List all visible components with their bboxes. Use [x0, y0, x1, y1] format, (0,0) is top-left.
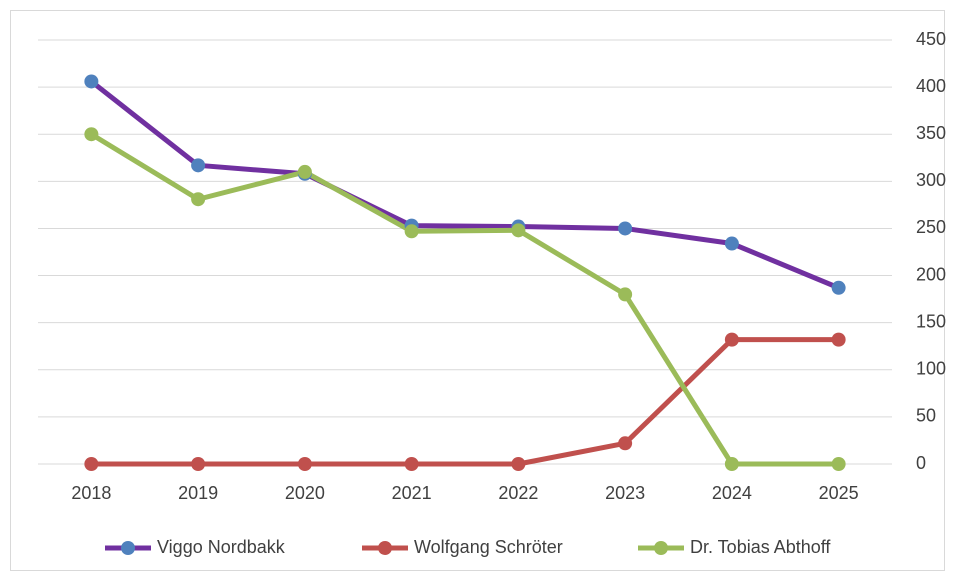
series-marker — [84, 74, 99, 89]
series-marker — [831, 457, 846, 471]
series-line — [91, 337, 839, 467]
x-tick-label: 2022 — [498, 483, 538, 503]
series-marker — [831, 280, 846, 295]
series-marker — [297, 164, 312, 179]
series-marker — [618, 436, 633, 451]
series-marker — [618, 287, 633, 302]
y-tick-label: 200 — [916, 264, 946, 284]
legend-marker — [378, 541, 392, 555]
x-tick-label: 2023 — [605, 483, 645, 503]
y-tick-label: 100 — [916, 359, 946, 379]
y-tick-label: 150 — [916, 311, 946, 331]
x-tick-label: 2025 — [819, 483, 859, 503]
x-tick-label: 2019 — [178, 483, 218, 503]
series-marker — [84, 127, 99, 142]
series-marker — [724, 457, 739, 471]
y-tick-label: 350 — [916, 123, 946, 143]
y-tick-label: 0 — [916, 453, 926, 473]
series-marker — [191, 158, 206, 173]
legend-label: Viggo Nordbakk — [157, 537, 286, 557]
series-marker — [724, 332, 739, 347]
x-tick-label: 2020 — [285, 483, 325, 503]
series-marker — [831, 332, 846, 347]
series-marker — [297, 457, 312, 471]
series-marker — [84, 457, 99, 471]
legend-marker — [654, 541, 668, 555]
y-tick-label: 450 — [916, 29, 946, 49]
series-marker — [191, 457, 206, 471]
series-marker — [191, 192, 206, 207]
series-marker — [404, 224, 419, 239]
series-line — [89, 79, 840, 291]
y-tick-label: 50 — [916, 406, 936, 426]
legend-label: Wolfgang Schröter — [414, 537, 563, 557]
y-tick-label: 400 — [916, 76, 946, 96]
legend-marker — [121, 541, 135, 555]
x-tick-label: 2024 — [712, 483, 752, 503]
chart-border — [10, 10, 945, 571]
x-tick-label: 2018 — [71, 483, 111, 503]
series-line — [90, 132, 839, 467]
series-marker — [511, 457, 526, 471]
series-marker — [618, 221, 633, 236]
legend-label: Dr. Tobias Abthoff — [690, 537, 831, 557]
x-tick-label: 2021 — [392, 483, 432, 503]
series-marker — [724, 236, 739, 251]
series-marker — [404, 457, 419, 471]
y-tick-label: 300 — [916, 170, 946, 190]
y-tick-label: 250 — [916, 217, 946, 237]
series-marker — [511, 223, 526, 238]
